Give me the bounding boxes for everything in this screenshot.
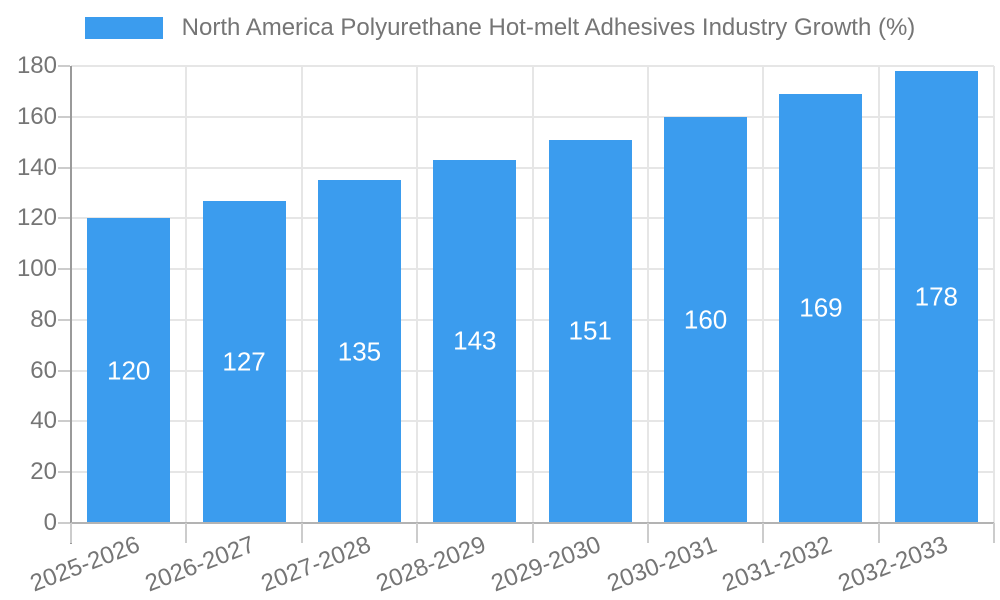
x-tick-4 [531, 523, 534, 543]
plot-area: 120 127 135 143 151 160 169 178 [58, 65, 995, 544]
bar-value-label-2029-2030: 151 [568, 315, 612, 346]
x-axis-label-2031-2032: 2031-2032 [718, 531, 836, 598]
v-gridline-4 [531, 66, 534, 523]
bar-2031-2032[interactable]: 169 [779, 93, 863, 523]
y-axis-line [70, 66, 72, 544]
legend-swatch [84, 17, 163, 39]
legend[interactable]: North America Polyurethane Hot-melt Adhe… [0, 14, 1000, 42]
y-axis-label-140: 140 [16, 153, 57, 181]
bar-2026-2027[interactable]: 127 [202, 200, 286, 523]
bar-value-label-2032-2033: 178 [914, 281, 958, 312]
x-tick-5 [646, 523, 649, 543]
y-axis-label-40: 40 [30, 407, 57, 435]
y-tick-60 [58, 369, 70, 372]
bar-2025-2026[interactable]: 120 [87, 218, 171, 523]
v-gridline-5 [646, 66, 649, 523]
v-gridline-6 [762, 66, 765, 523]
y-tick-100 [58, 268, 70, 271]
x-axis-label-2025-2026: 2025-2026 [26, 531, 144, 598]
y-axis-label-160: 160 [16, 102, 57, 130]
y-tick-80 [58, 318, 70, 321]
bar-value-label-2025-2026: 120 [106, 355, 151, 386]
bar-value-label-2031-2032: 169 [799, 292, 843, 323]
y-tick-140 [58, 166, 70, 169]
y-tick-20 [58, 471, 70, 474]
x-axis-label-2029-2030: 2029-2030 [488, 531, 605, 598]
bar-value-label-2030-2031: 160 [683, 304, 728, 335]
v-gridline-2 [300, 66, 303, 523]
bar-2029-2030[interactable]: 151 [548, 139, 632, 523]
x-tick-0 [70, 523, 72, 543]
y-tick-40 [58, 420, 70, 423]
y-axis-label-80: 80 [30, 305, 57, 333]
v-gridline-7 [877, 66, 880, 523]
x-axis-label-2026-2027: 2026-2027 [141, 531, 259, 598]
x-tick-3 [416, 523, 419, 543]
x-axis-label-2032-2033: 2032-2033 [834, 531, 951, 598]
y-axis-label-100: 100 [16, 255, 57, 283]
bar-2027-2028[interactable]: 135 [317, 180, 401, 523]
x-axis-label-2028-2029: 2028-2029 [372, 531, 490, 598]
x-axis-label-2027-2028: 2027-2028 [257, 531, 375, 598]
bar-value-label-2026-2027: 127 [222, 346, 266, 377]
y-axis-label-0: 0 [43, 509, 57, 536]
x-tick-1 [185, 523, 188, 543]
v-gridline-3 [416, 66, 419, 523]
bar-2028-2029[interactable]: 143 [433, 159, 517, 523]
v-gridline-8 [993, 66, 995, 523]
y-tick-160 [58, 115, 70, 118]
x-tick-6 [762, 523, 765, 543]
v-gridline-1 [185, 66, 188, 523]
y-tick-0 [58, 522, 70, 524]
y-axis-label-20: 20 [30, 458, 57, 486]
y-axis-label-180: 180 [16, 52, 57, 79]
legend-label: North America Polyurethane Hot-melt Adhe… [181, 14, 916, 41]
x-tick-7 [877, 523, 880, 543]
bar-value-label-2027-2028: 135 [337, 336, 382, 367]
y-axis-label-60: 60 [30, 356, 57, 384]
bar-2032-2033[interactable]: 178 [894, 71, 978, 523]
y-axis-label-120: 120 [16, 204, 57, 232]
bar-value-label-2028-2029: 143 [453, 325, 497, 356]
x-tick-8 [993, 523, 995, 543]
y-tick-120 [58, 217, 70, 220]
x-tick-2 [300, 523, 303, 543]
bar-2030-2031[interactable]: 160 [664, 116, 748, 523]
x-axis-label-2030-2031: 2030-2031 [603, 531, 721, 598]
y-tick-180 [58, 65, 70, 67]
